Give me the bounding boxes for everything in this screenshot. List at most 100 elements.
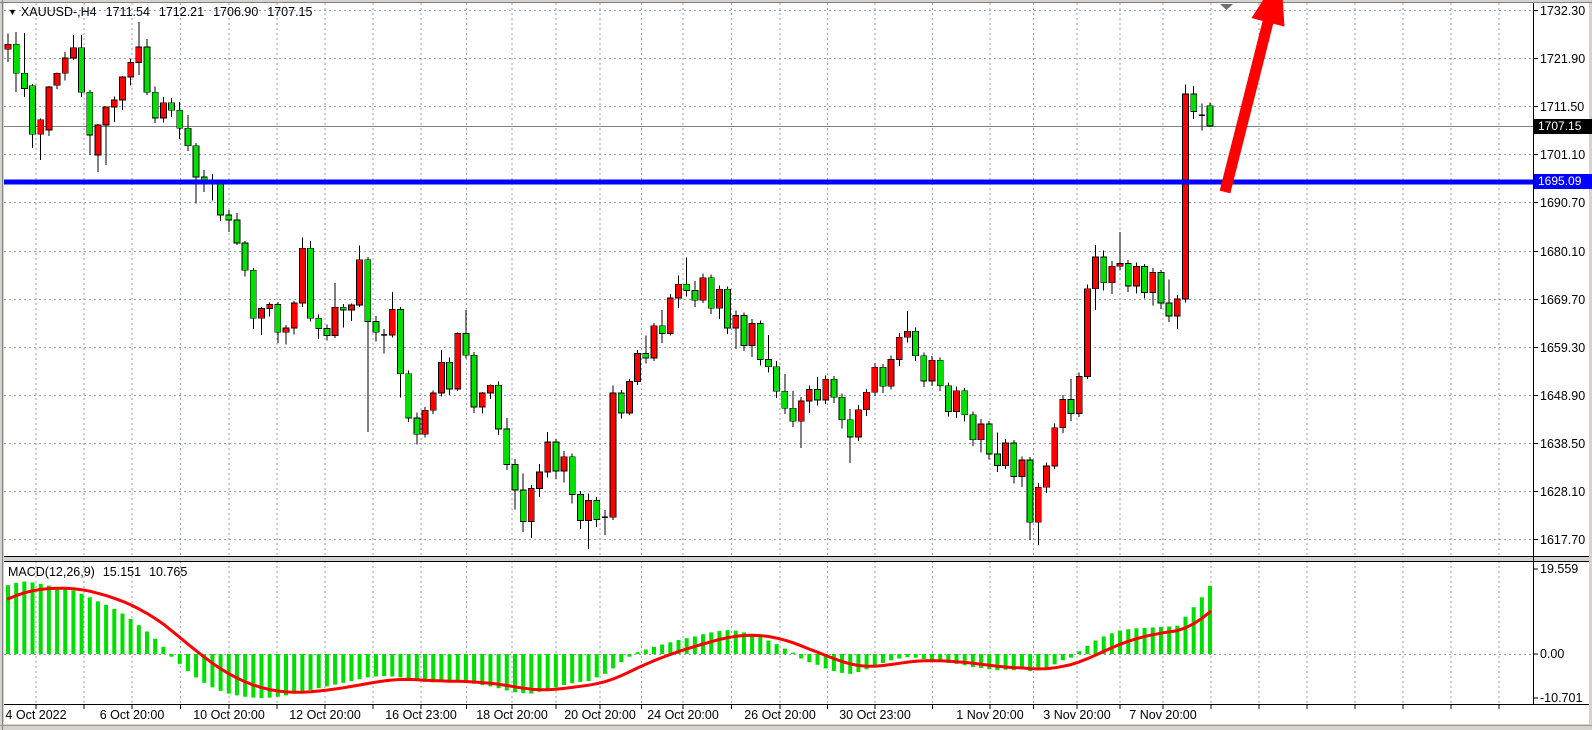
- price-tick-label: 1701.10: [1540, 147, 1586, 162]
- macd-histogram-bar: [553, 654, 558, 688]
- candle-bear: [78, 47, 85, 93]
- macd-histogram-bar: [1208, 585, 1213, 654]
- macd-histogram-bar: [496, 654, 501, 689]
- macd-histogram-bar: [267, 654, 272, 698]
- macd-histogram-bar: [120, 613, 125, 654]
- candle-bull: [928, 359, 936, 382]
- macd-histogram-bar: [930, 654, 935, 660]
- candle-bear: [1165, 302, 1173, 317]
- time-tick-label: 18 Oct 20:00: [476, 708, 548, 722]
- macd-histogram-bar: [55, 586, 60, 654]
- time-tick-label: 30 Oct 23:00: [839, 708, 911, 722]
- trend-arrow-shaft[interactable]: [1219, 20, 1274, 194]
- window-frame-bottom: [0, 725, 1592, 726]
- macd-histogram-bar: [1134, 628, 1139, 654]
- macd-histogram-bar: [635, 652, 640, 654]
- macd-histogram-bar: [602, 654, 607, 674]
- macd-histogram-bar: [177, 654, 182, 664]
- candle-bear: [969, 414, 977, 441]
- panel-separator[interactable]: [4, 556, 1589, 562]
- candle-bear: [503, 428, 511, 466]
- candle-bear: [724, 288, 731, 329]
- candle-bear: [658, 325, 666, 334]
- macd-histogram-bar: [954, 654, 959, 664]
- macd-histogram-bar: [341, 654, 346, 683]
- macd-histogram-bar: [725, 630, 730, 654]
- macd-histogram-bar: [627, 654, 632, 657]
- macd-histogram-bar: [128, 618, 133, 654]
- candle-bear: [1100, 256, 1108, 284]
- candle-bear: [192, 145, 200, 178]
- macd-histogram-bar: [136, 625, 141, 654]
- macd-histogram-bar: [1183, 616, 1188, 654]
- macd-histogram-bar: [1060, 654, 1065, 661]
- macd-histogram-bar: [619, 654, 624, 663]
- macd-histogram-bar: [651, 646, 656, 654]
- macd-histogram-bar: [1069, 654, 1074, 658]
- candle-bull: [348, 304, 355, 311]
- price-tick-label: 1732.30: [1540, 3, 1586, 18]
- window-frame-left: [2, 0, 3, 730]
- macd-histogram-bar: [970, 654, 975, 668]
- candle-bull: [650, 325, 658, 359]
- macd-histogram-bar: [447, 654, 452, 683]
- ohlc-close: 1707.15: [267, 5, 313, 19]
- candle-bull: [1043, 465, 1050, 488]
- candle-bear: [781, 390, 789, 409]
- candle-bear: [20, 72, 28, 89]
- trend-arrow-head[interactable]: [1251, 0, 1285, 27]
- macd-histogram-bar: [840, 654, 845, 673]
- candle-bull: [1116, 262, 1124, 267]
- candle-bull: [421, 409, 429, 435]
- candle-bear: [1206, 105, 1214, 127]
- candle-bear: [568, 456, 576, 496]
- candle-bear: [814, 388, 821, 401]
- macd-histogram-bar: [218, 654, 223, 691]
- ohlc-high: 1712.21: [158, 5, 205, 19]
- candle-bull: [748, 322, 756, 346]
- candle-bear: [1141, 266, 1149, 293]
- candle-bear: [552, 441, 560, 472]
- macd-histogram-bar: [472, 654, 477, 684]
- macd-histogram-bar: [1052, 654, 1057, 665]
- candle-bear: [593, 500, 601, 520]
- candle-bull: [855, 409, 862, 438]
- candle-bull: [1034, 486, 1042, 523]
- candle-bear: [176, 109, 184, 129]
- candle-bear: [446, 361, 453, 390]
- time-tick-label: 6 Oct 20:00: [99, 708, 165, 722]
- price-tick-label: 1721.90: [1540, 51, 1586, 66]
- macd-histogram-bar: [733, 630, 738, 654]
- candle-bull: [94, 124, 102, 156]
- candle-bear: [944, 385, 952, 412]
- candle-bull: [1173, 298, 1181, 317]
- candle-bull: [487, 384, 494, 394]
- candle-bull: [454, 333, 462, 390]
- candle-bear: [307, 247, 314, 319]
- macd-histogram-bar: [987, 654, 992, 670]
- macd-histogram-bar: [324, 654, 329, 687]
- window-frame-top: [0, 2, 1592, 3]
- candle-bear: [217, 182, 225, 216]
- candle-bull: [356, 259, 364, 306]
- macd-histogram-bar: [790, 652, 795, 654]
- candle-bull: [45, 86, 53, 131]
- macd-histogram-bar: [365, 654, 370, 678]
- macd-histogram-bar: [185, 654, 190, 672]
- chart-shift-marker-icon[interactable]: [1220, 4, 1233, 10]
- macd-histogram-bar: [889, 654, 894, 661]
- macd-tick-label: -10.701: [1540, 691, 1583, 705]
- candle-bear: [846, 419, 854, 438]
- candle-bull: [298, 247, 306, 304]
- candle-bull: [585, 500, 592, 521]
- macd-histogram-bar: [63, 588, 68, 654]
- macd-histogram-bar: [275, 654, 280, 697]
- macd-histogram-bar: [545, 654, 550, 690]
- candle-bull: [1002, 442, 1009, 466]
- candle-bull: [70, 47, 77, 59]
- symbol-dropdown-icon[interactable]: ▼: [8, 7, 17, 17]
- candle-bull: [634, 352, 642, 382]
- macd-histogram-bar: [823, 654, 828, 669]
- chart-background: [4, 3, 1589, 724]
